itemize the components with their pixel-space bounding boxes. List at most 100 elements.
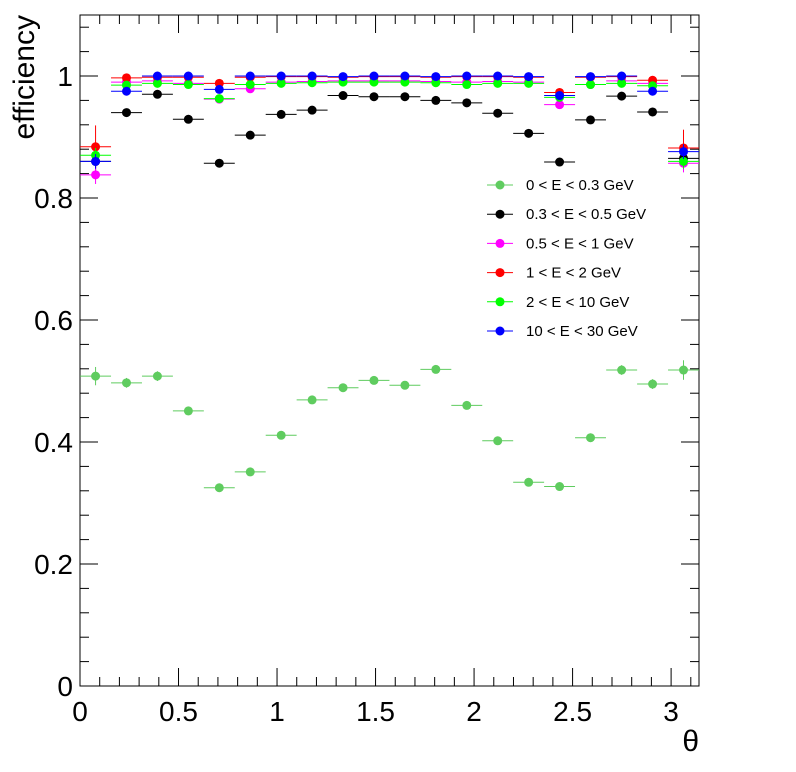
data-point [524,78,534,88]
data-point [338,383,348,393]
data-point [91,142,101,152]
data-point [462,98,472,108]
data-point [617,78,627,88]
legend-marker [495,326,505,336]
series-4 [80,77,699,169]
x-tick-label: 1 [269,696,285,727]
data-point [121,378,131,388]
data-point [91,170,101,180]
data-point [462,80,472,90]
data-point [431,364,441,374]
series-3 [80,72,699,169]
legend-label: 0 < E < 0.3 GeV [526,177,634,194]
legend-label: 10 < E < 30 GeV [526,323,638,340]
data-point [524,477,534,487]
data-point [183,406,193,416]
data-point [152,78,162,88]
data-point [555,157,565,167]
data-point [648,107,658,117]
data-point [400,71,410,81]
data-point [245,71,255,81]
legend-marker [495,238,505,248]
data-point [276,78,286,88]
x-tick-label: 1.5 [356,696,395,727]
data-point [307,105,317,115]
series-2 [80,76,699,184]
data-point [462,71,472,81]
data-point [121,86,131,96]
y-tick-label: 1 [57,61,73,92]
data-point [152,89,162,99]
y-tick-label: 0.2 [34,549,73,580]
series-5 [80,71,699,169]
data-point [679,156,689,166]
data-point [617,71,627,81]
data-point [586,72,596,82]
data-point [183,114,193,124]
data-point [121,108,131,118]
data-point [214,483,224,493]
legend-marker [495,297,505,307]
data-point [369,375,379,385]
data-point [307,395,317,405]
data-point [586,80,596,90]
data-point [493,78,503,88]
series-1 [80,89,699,171]
data-point [214,84,224,94]
x-tick-label: 3 [663,696,679,727]
data-point [276,430,286,440]
legend-label: 0.3 < E < 0.5 GeV [526,206,646,223]
y-axis: 0 0.2 0.4 0.6 0.8 1 [34,26,699,702]
data-point [400,92,410,102]
data-point [679,147,689,157]
data-point [276,109,286,119]
legend-label: 1 < E < 2 GeV [526,265,621,282]
x-tick-label: 2.5 [553,696,592,727]
data-point [245,130,255,140]
data-point [431,72,441,82]
data-point [400,380,410,390]
data-point [183,80,193,90]
data-point [307,71,317,81]
data-point [555,482,565,492]
data-point [152,71,162,81]
data-point [617,365,627,375]
data-point [462,400,472,410]
data-point [152,371,162,381]
data-point [338,72,348,82]
y-tick-label: 0.4 [34,427,73,458]
legend-label: 2 < E < 10 GeV [526,294,629,311]
legend: 0 < E < 0.3 GeV 0.3 < E < 0.5 GeV 0.5 < E … [487,177,646,340]
data-point [214,158,224,168]
y-axis-title: efficiency [8,15,41,140]
data-point [555,100,565,110]
data-point [586,433,596,443]
data-point [91,371,101,381]
legend-marker [495,268,505,278]
legend-marker [495,209,505,219]
y-tick-label: 0.8 [34,183,73,214]
x-axis-title: θ [682,725,699,758]
data-point [214,94,224,104]
plot-frame [79,14,700,687]
data-point [245,80,255,90]
data-point [493,108,503,118]
data-point [307,78,317,88]
data-point [493,71,503,81]
data-point [555,91,565,101]
data-point [586,115,596,125]
y-tick-label: 0.6 [34,305,73,336]
data-point [91,156,101,166]
data-point [524,128,534,138]
data-point [369,92,379,102]
data-point [617,91,627,101]
data-point [245,467,255,477]
data-point [431,95,441,105]
x-tick-label: 0 [72,696,88,727]
series-0 [80,360,699,493]
y-tick-label: 0 [57,671,73,702]
data-series [80,71,699,493]
data-point [338,91,348,101]
legend-marker [495,180,505,190]
data-point [679,365,689,375]
